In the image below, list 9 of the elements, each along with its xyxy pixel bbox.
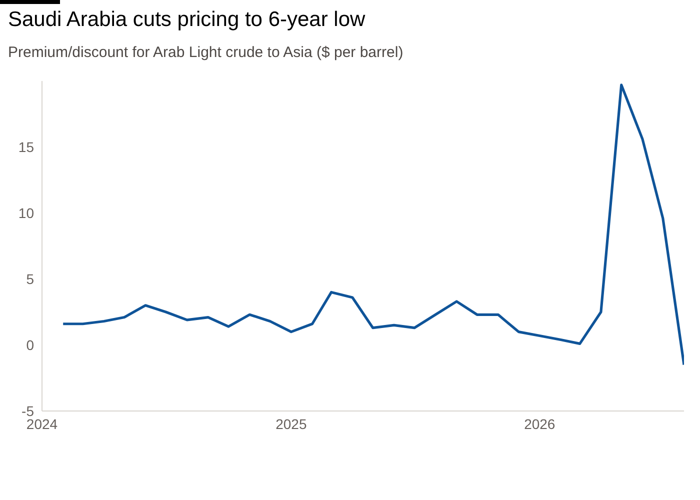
- chart-subtitle: Premium/discount for Arab Light crude to Asia ($ per barrel): [8, 44, 404, 61]
- y-tick-label: 0: [26, 336, 34, 353]
- y-tick-label: 15: [18, 138, 34, 155]
- line-series: [62, 84, 684, 366]
- y-tick-label: 5: [26, 270, 34, 287]
- x-tick-label: 2025: [276, 416, 307, 432]
- y-tick-label: 10: [18, 204, 34, 221]
- x-tick-label: 2026: [524, 416, 556, 432]
- chart-title: Saudi Arabia cuts pricing to 6-year low: [8, 8, 366, 32]
